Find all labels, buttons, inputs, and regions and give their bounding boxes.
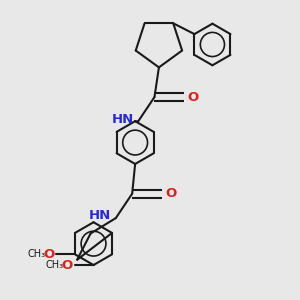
Text: O: O <box>188 91 199 103</box>
Text: O: O <box>166 187 177 200</box>
Text: CH₃: CH₃ <box>46 260 64 270</box>
Text: O: O <box>43 248 55 261</box>
Text: CH₃: CH₃ <box>27 249 45 259</box>
Text: HN: HN <box>111 112 134 126</box>
Text: HN: HN <box>89 209 111 222</box>
Text: O: O <box>62 259 73 272</box>
